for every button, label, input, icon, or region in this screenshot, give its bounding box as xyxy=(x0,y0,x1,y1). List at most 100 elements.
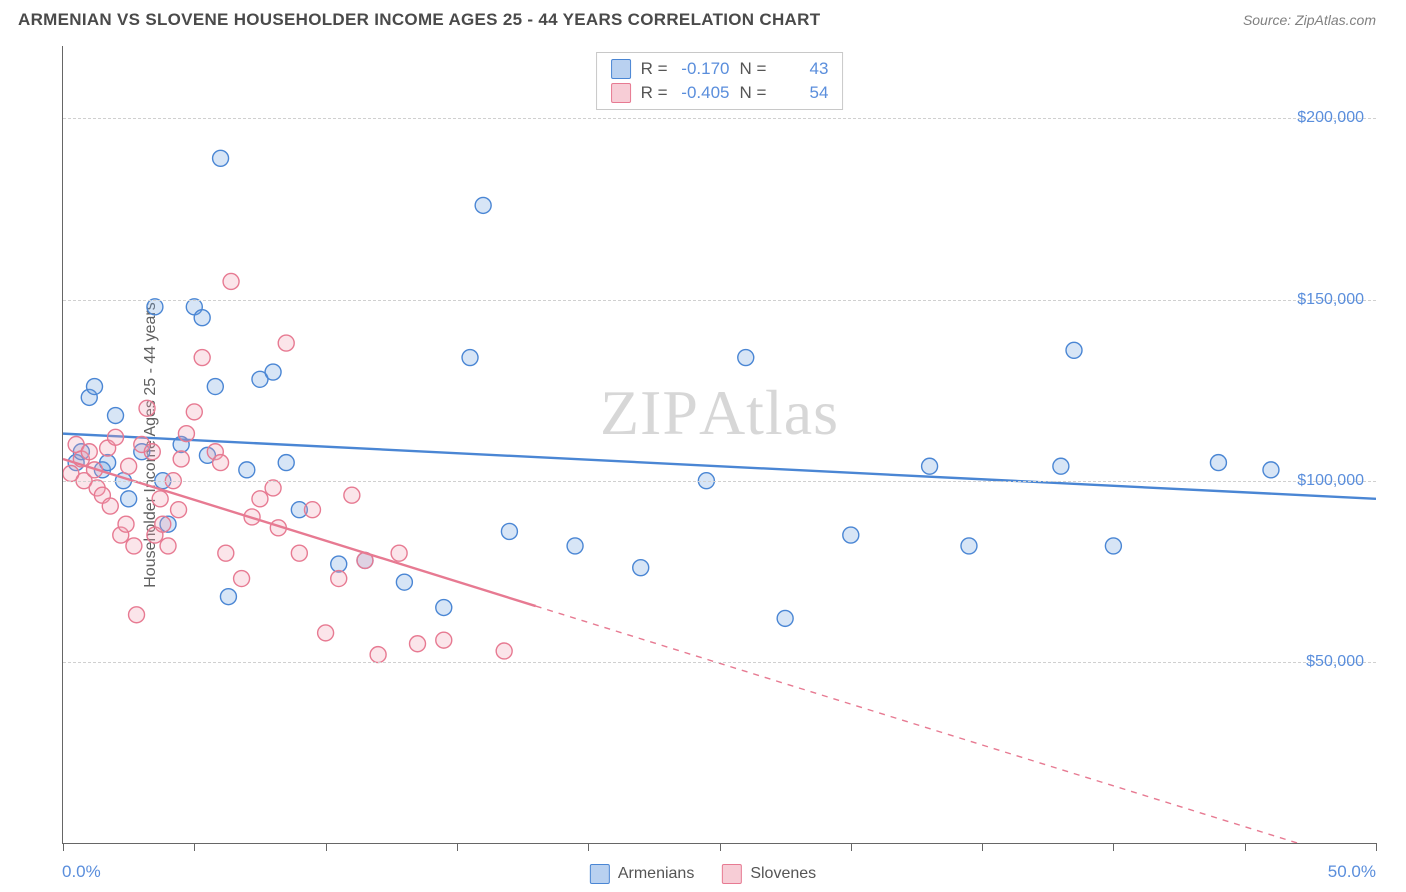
data-point xyxy=(1066,342,1082,358)
x-tick xyxy=(720,843,721,851)
data-point xyxy=(178,426,194,442)
data-point xyxy=(331,571,347,587)
data-point xyxy=(194,310,210,326)
legend-swatch xyxy=(590,864,610,884)
data-point xyxy=(239,462,255,478)
legend-n-value: 54 xyxy=(776,83,828,103)
legend-label: Slovenes xyxy=(750,865,816,883)
y-tick-label: $150,000 xyxy=(1297,291,1364,309)
legend-swatch xyxy=(611,59,631,79)
data-point xyxy=(108,429,124,445)
data-point xyxy=(475,197,491,213)
data-point xyxy=(121,491,137,507)
data-point xyxy=(331,556,347,572)
x-axis-max-label: 50.0% xyxy=(1328,862,1376,882)
data-point xyxy=(87,379,103,395)
x-tick xyxy=(851,843,852,851)
x-tick xyxy=(588,843,589,851)
legend-swatch xyxy=(722,864,742,884)
legend-item: Slovenes xyxy=(722,864,816,884)
legend-swatch xyxy=(611,83,631,103)
data-point xyxy=(777,610,793,626)
data-point xyxy=(81,444,97,460)
trend-line-solid xyxy=(63,434,1376,499)
data-point xyxy=(496,643,512,659)
legend-n-label: N = xyxy=(740,83,767,103)
x-tick xyxy=(1245,843,1246,851)
data-point xyxy=(126,538,142,554)
data-point xyxy=(318,625,334,641)
data-point xyxy=(1053,458,1069,474)
data-point xyxy=(265,480,281,496)
chart-source: Source: ZipAtlas.com xyxy=(1243,12,1376,28)
data-point xyxy=(171,502,187,518)
gridline xyxy=(63,300,1376,301)
data-point xyxy=(234,571,250,587)
chart-area: Householder Income Ages 25 - 44 years ZI… xyxy=(18,46,1376,844)
data-point xyxy=(633,560,649,576)
x-axis-min-label: 0.0% xyxy=(62,862,101,882)
x-tick xyxy=(1376,843,1377,851)
data-point xyxy=(391,545,407,561)
data-point xyxy=(218,545,234,561)
legend-n-value: 43 xyxy=(776,59,828,79)
data-point xyxy=(961,538,977,554)
data-point xyxy=(843,527,859,543)
chart-header: ARMENIAN VS SLOVENE HOUSEHOLDER INCOME A… xyxy=(0,0,1406,40)
data-point xyxy=(147,299,163,315)
data-point xyxy=(1263,462,1279,478)
x-tick xyxy=(326,843,327,851)
data-point xyxy=(436,600,452,616)
legend-n-label: N = xyxy=(740,59,767,79)
plot-region: ZIPAtlas R = -0.170 N = 43 R = -0.405 N … xyxy=(62,46,1376,844)
data-point xyxy=(291,545,307,561)
data-point xyxy=(344,487,360,503)
series-legend: Armenians Slovenes xyxy=(590,864,816,884)
correlation-legend: R = -0.170 N = 43 R = -0.405 N = 54 xyxy=(596,52,844,110)
data-point xyxy=(194,350,210,366)
data-point xyxy=(278,455,294,471)
data-point xyxy=(213,455,229,471)
data-point xyxy=(410,636,426,652)
legend-r-label: R = xyxy=(641,83,668,103)
data-point xyxy=(252,491,268,507)
data-point xyxy=(220,589,236,605)
data-point xyxy=(207,379,223,395)
legend-row: R = -0.405 N = 54 xyxy=(611,81,829,105)
legend-r-value: -0.170 xyxy=(678,59,730,79)
legend-row: R = -0.170 N = 43 xyxy=(611,57,829,81)
data-point xyxy=(265,364,281,380)
data-point xyxy=(436,632,452,648)
data-point xyxy=(173,451,189,467)
gridline xyxy=(63,662,1376,663)
x-tick xyxy=(1113,843,1114,851)
x-tick xyxy=(194,843,195,851)
data-point xyxy=(160,538,176,554)
data-point xyxy=(186,404,202,420)
data-point xyxy=(922,458,938,474)
data-point xyxy=(152,491,168,507)
x-tick xyxy=(63,843,64,851)
legend-label: Armenians xyxy=(618,865,694,883)
x-tick xyxy=(457,843,458,851)
legend-r-label: R = xyxy=(641,59,668,79)
gridline xyxy=(63,481,1376,482)
chart-title: ARMENIAN VS SLOVENE HOUSEHOLDER INCOME A… xyxy=(18,10,820,30)
data-point xyxy=(118,516,134,532)
data-point xyxy=(370,647,386,663)
data-point xyxy=(155,516,171,532)
data-point xyxy=(1105,538,1121,554)
data-point xyxy=(304,502,320,518)
data-point xyxy=(139,400,155,416)
x-tick xyxy=(982,843,983,851)
data-point xyxy=(129,607,145,623)
data-point xyxy=(1210,455,1226,471)
y-tick-label: $100,000 xyxy=(1297,472,1364,490)
data-point xyxy=(223,273,239,289)
data-point xyxy=(213,150,229,166)
data-point xyxy=(567,538,583,554)
data-point xyxy=(396,574,412,590)
data-point xyxy=(144,444,160,460)
data-point xyxy=(121,458,137,474)
gridline xyxy=(63,118,1376,119)
